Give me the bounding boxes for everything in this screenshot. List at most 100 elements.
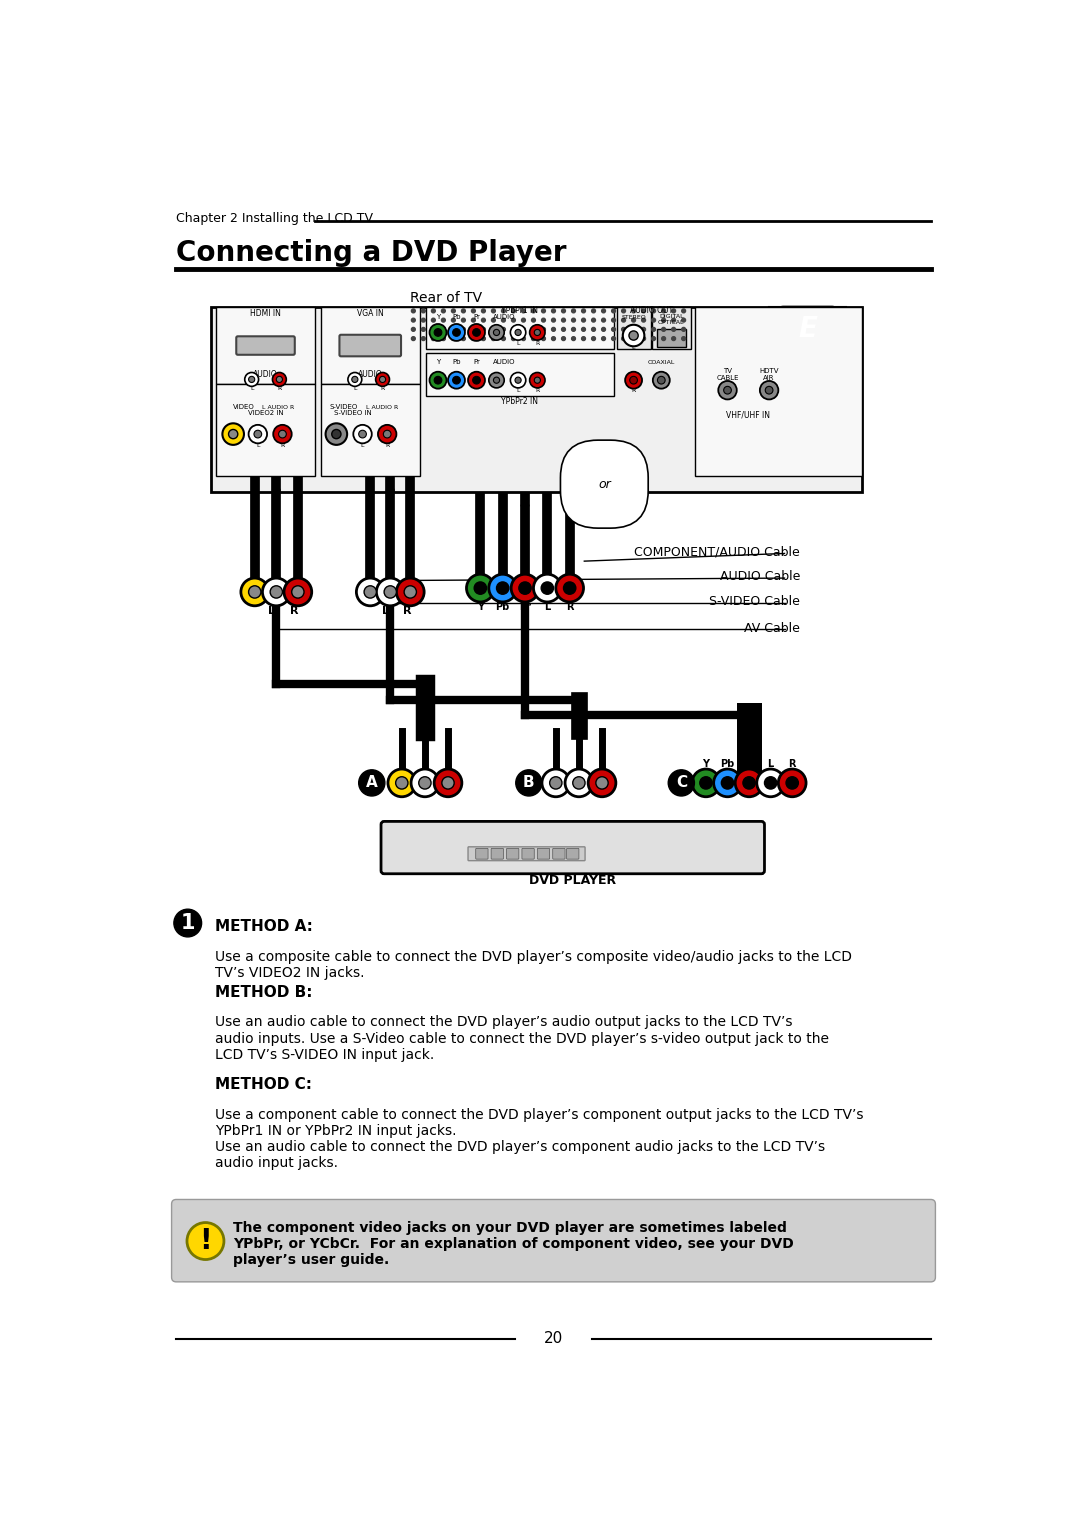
Circle shape <box>541 337 545 340</box>
Text: R: R <box>386 443 389 449</box>
FancyBboxPatch shape <box>321 385 419 476</box>
Circle shape <box>714 769 741 797</box>
Circle shape <box>404 585 417 597</box>
Circle shape <box>491 328 496 331</box>
Circle shape <box>396 578 424 605</box>
Circle shape <box>411 319 416 322</box>
Text: !: ! <box>199 1227 212 1255</box>
Circle shape <box>431 337 435 340</box>
Text: YPbPr1 IN: YPbPr1 IN <box>501 306 538 316</box>
Circle shape <box>353 424 372 443</box>
Circle shape <box>681 328 686 331</box>
Circle shape <box>511 325 526 340</box>
Circle shape <box>442 319 445 322</box>
Circle shape <box>642 337 646 340</box>
Circle shape <box>700 777 712 789</box>
Circle shape <box>388 769 416 797</box>
Circle shape <box>681 309 686 313</box>
Circle shape <box>681 319 686 322</box>
Circle shape <box>522 337 525 340</box>
Circle shape <box>359 769 384 797</box>
FancyBboxPatch shape <box>475 849 488 859</box>
Text: L: L <box>249 386 254 391</box>
Text: L: L <box>256 443 259 449</box>
Circle shape <box>279 430 286 438</box>
Circle shape <box>592 319 595 322</box>
Text: HDTV
AIR: HDTV AIR <box>759 368 779 381</box>
Circle shape <box>602 319 606 322</box>
Circle shape <box>522 309 525 313</box>
Circle shape <box>489 325 504 340</box>
Circle shape <box>442 337 445 340</box>
Circle shape <box>501 319 505 322</box>
FancyBboxPatch shape <box>507 849 518 859</box>
Circle shape <box>622 337 625 340</box>
Circle shape <box>651 319 656 322</box>
Circle shape <box>474 582 486 594</box>
FancyBboxPatch shape <box>426 306 613 349</box>
Circle shape <box>421 309 426 313</box>
Circle shape <box>482 319 485 322</box>
Circle shape <box>384 585 396 597</box>
Text: VHF/UHF IN: VHF/UHF IN <box>727 411 770 420</box>
Circle shape <box>535 329 540 336</box>
Circle shape <box>672 328 676 331</box>
Text: R: R <box>380 386 384 391</box>
Text: L AUDIO R: L AUDIO R <box>261 404 294 409</box>
Circle shape <box>642 319 646 322</box>
Circle shape <box>494 377 500 383</box>
Circle shape <box>642 309 646 313</box>
Circle shape <box>383 430 391 438</box>
Text: Pr: Pr <box>473 360 480 366</box>
Text: Connecting a DVD Player: Connecting a DVD Player <box>176 239 567 267</box>
Circle shape <box>512 337 515 340</box>
Circle shape <box>602 328 606 331</box>
Circle shape <box>582 309 585 313</box>
FancyBboxPatch shape <box>321 306 419 385</box>
Circle shape <box>431 319 435 322</box>
Circle shape <box>421 337 426 340</box>
Circle shape <box>411 337 416 340</box>
Circle shape <box>522 319 525 322</box>
Circle shape <box>501 309 505 313</box>
Circle shape <box>760 381 779 400</box>
Circle shape <box>472 309 475 313</box>
Circle shape <box>325 423 347 444</box>
Circle shape <box>582 328 585 331</box>
Text: Y: Y <box>702 760 710 769</box>
Circle shape <box>611 337 616 340</box>
Text: R: R <box>536 340 539 346</box>
Circle shape <box>571 337 576 340</box>
Text: S-VIDEO Cable: S-VIDEO Cable <box>710 596 800 608</box>
Circle shape <box>379 377 386 383</box>
Circle shape <box>571 328 576 331</box>
Circle shape <box>611 319 616 322</box>
Circle shape <box>724 386 731 394</box>
Text: L: L <box>353 386 356 391</box>
FancyBboxPatch shape <box>696 306 862 476</box>
Text: R: R <box>566 602 573 613</box>
Text: AV Cable: AV Cable <box>744 622 800 636</box>
Circle shape <box>442 309 445 313</box>
Circle shape <box>453 377 460 385</box>
Circle shape <box>669 769 694 797</box>
Circle shape <box>642 328 646 331</box>
Circle shape <box>765 777 777 789</box>
Circle shape <box>491 337 496 340</box>
Circle shape <box>611 309 616 313</box>
Circle shape <box>276 377 283 383</box>
Circle shape <box>630 377 637 385</box>
Circle shape <box>472 328 475 331</box>
Circle shape <box>582 337 585 340</box>
Circle shape <box>562 337 566 340</box>
Text: TV
CABLE: TV CABLE <box>716 368 739 381</box>
Text: S-VIDEO IN: S-VIDEO IN <box>335 411 373 417</box>
Circle shape <box>512 328 515 331</box>
Circle shape <box>531 319 536 322</box>
Circle shape <box>556 574 583 602</box>
Text: Rear of TV: Rear of TV <box>409 291 482 305</box>
Circle shape <box>254 430 261 438</box>
Text: AUDIO OUT: AUDIO OUT <box>631 306 674 316</box>
Circle shape <box>451 337 456 340</box>
Circle shape <box>786 777 798 789</box>
